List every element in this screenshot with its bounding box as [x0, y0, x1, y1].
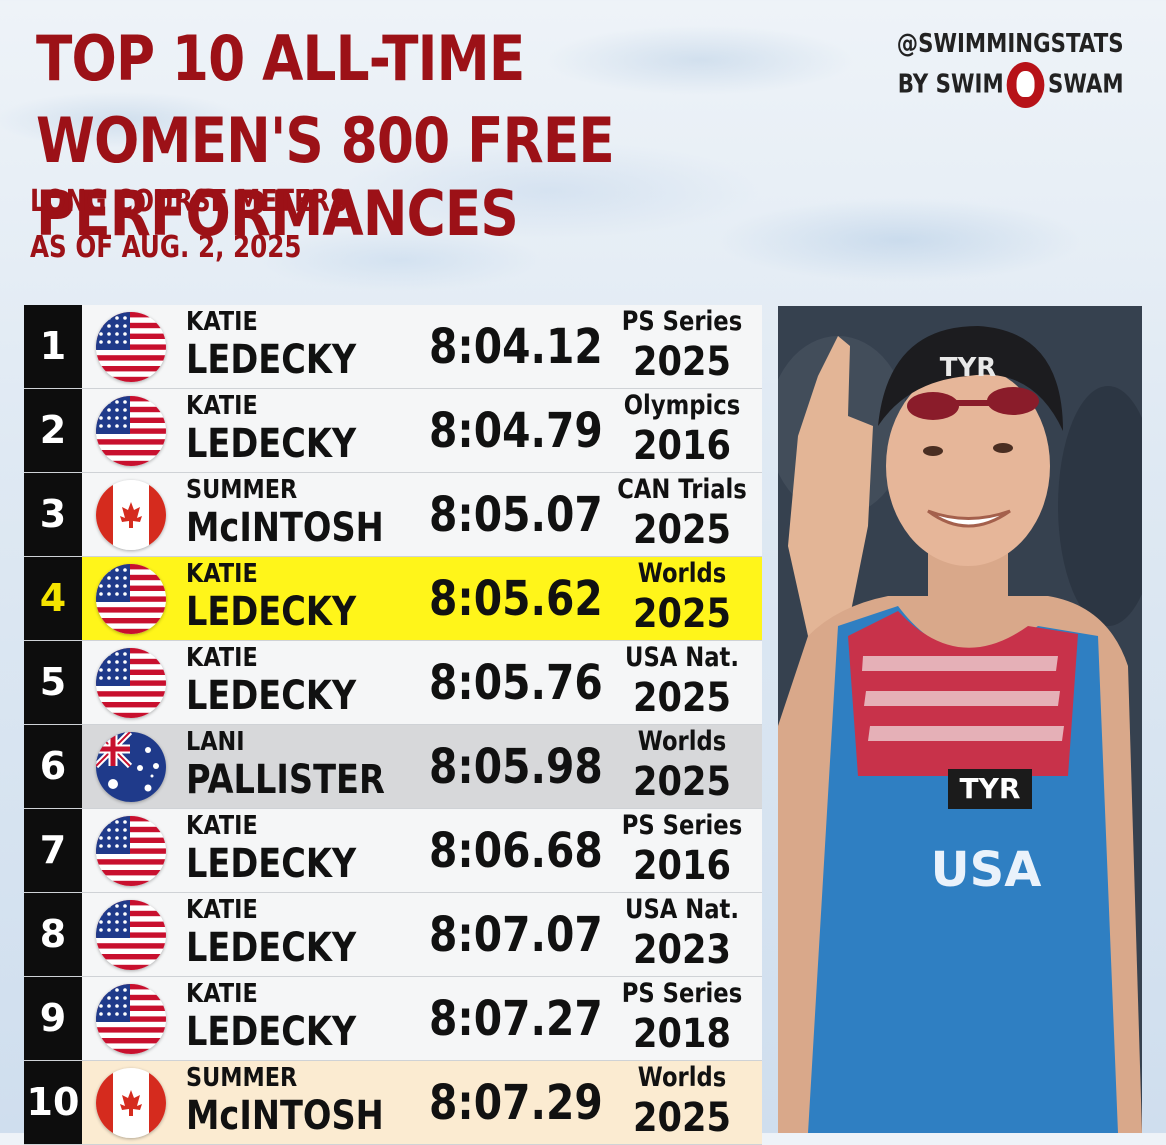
rank-number: 8: [24, 893, 82, 976]
title-line-1: TOP 10 ALL-TIME: [36, 22, 525, 95]
athlete-photo-illustration: TYR USA TYR: [778, 306, 1142, 1133]
meet-year: 2025: [633, 675, 731, 721]
table-row: 3 SUMMER McINTOSH 8:05.07 CAN Trials 2025: [24, 473, 762, 557]
swim-time: 8:07.07: [429, 907, 603, 963]
swimmer-first-name: KATIE: [186, 391, 258, 421]
meet-year: 2025: [633, 507, 731, 553]
meet-name: USA Nat.: [625, 894, 739, 925]
swim-time: 8:05.76: [429, 655, 603, 711]
swimmer-first-name: KATIE: [186, 643, 258, 673]
rank-number: 9: [24, 977, 82, 1060]
brand-handle: @SWIMMINGSTATS: [897, 29, 1124, 59]
swimmer-last-name: McINTOSH: [186, 1093, 384, 1139]
swimmer-last-name: LEDECKY: [186, 337, 357, 383]
meet-name: Olympics: [623, 390, 741, 421]
table-row: 2 KATIE LEDECKY 8:04.79 Olympics 2016: [24, 389, 762, 473]
table-row: 1 KATIE LEDECKY 8:04.12 PS Series 2025: [24, 305, 762, 389]
suit-country-text: USA: [931, 842, 1042, 898]
rank-number: 5: [24, 641, 82, 724]
swimmer-last-name: LEDECKY: [186, 589, 357, 635]
swim-time: 8:07.27: [429, 991, 603, 1047]
swim-time: 8:05.62: [429, 571, 603, 627]
table-row: 5 KATIE LEDECKY 8:05.76 USA Nat. 2025: [24, 641, 762, 725]
usa-flag-icon: [96, 648, 166, 718]
subtitle-course: LONG COURSE METERS: [30, 184, 348, 219]
athlete-photo: TYR USA TYR: [778, 306, 1142, 1133]
rank-number: 10: [24, 1061, 82, 1144]
swimmer-last-name: LEDECKY: [186, 421, 357, 467]
meet-name: USA Nat.: [625, 642, 739, 673]
swimmer-last-name: LEDECKY: [186, 1009, 357, 1055]
table-row: 7 KATIE LEDECKY 8:06.68 PS Series 2016: [24, 809, 762, 893]
meet-year: 2018: [633, 1011, 731, 1057]
swimmer-last-name: LEDECKY: [186, 925, 357, 971]
australia-flag-icon: [96, 732, 166, 802]
ranking-table: 1 KATIE LEDECKY 8:04.12 PS Series 2025 2 KATIE L…: [24, 305, 762, 1145]
subtitle-date: AS OF AUG. 2, 2025: [30, 230, 302, 265]
meet-name: CAN Trials: [617, 474, 747, 505]
rank-number: 1: [24, 305, 82, 388]
table-row: 10 SUMMER McINTOSH 8:07.29 Worlds 2025: [24, 1061, 762, 1145]
usa-flag-icon: [96, 984, 166, 1054]
usa-flag-icon: [96, 900, 166, 970]
usa-flag-icon: [96, 816, 166, 886]
brand-by-text: BY SWIM: [898, 69, 1005, 100]
swim-time: 8:06.68: [429, 823, 603, 879]
table-row: 9 KATIE LEDECKY 8:07.27 PS Series 2018: [24, 977, 762, 1061]
meet-name: Worlds: [637, 1062, 727, 1093]
rank-number: 4: [24, 557, 82, 640]
meet-name: PS Series: [621, 306, 743, 337]
swim-time: 8:05.98: [429, 739, 603, 795]
swimswam-logo-icon: [1007, 62, 1046, 108]
swimmer-last-name: McINTOSH: [186, 505, 384, 551]
swimmer-first-name: KATIE: [186, 811, 258, 841]
swim-time: 8:04.79: [429, 403, 603, 459]
meet-name: PS Series: [621, 810, 743, 841]
swim-time: 8:04.12: [429, 319, 603, 375]
table-row: 8 KATIE LEDECKY 8:07.07 USA Nat. 2023: [24, 893, 762, 977]
cap-brand-text: TYR: [940, 353, 997, 383]
meet-year: 2016: [633, 843, 731, 889]
swimmer-last-name: PALLISTER: [186, 757, 385, 803]
table-row: 6 LANI PALLISTER 8:05.98 Worlds 2025: [24, 725, 762, 809]
swimmer-last-name: LEDECKY: [186, 841, 357, 887]
meet-name: Worlds: [637, 558, 727, 589]
meet-name: Worlds: [637, 726, 727, 757]
swimmer-first-name: SUMMER: [186, 1063, 298, 1093]
meet-name: PS Series: [621, 978, 743, 1009]
canada-flag-icon: [96, 1068, 166, 1138]
rank-number: 6: [24, 725, 82, 808]
meet-year: 2025: [633, 759, 731, 805]
canada-flag-icon: [96, 480, 166, 550]
swimmer-first-name: KATIE: [186, 559, 258, 589]
swim-time: 8:05.07: [429, 487, 603, 543]
meet-year: 2025: [633, 1095, 731, 1141]
swimmer-first-name: KATIE: [186, 979, 258, 1009]
meet-year: 2023: [633, 927, 731, 973]
brand-credit: @SWIMMINGSTATS BY SWIM SWAM: [897, 26, 1124, 108]
meet-year: 2016: [633, 423, 731, 469]
swimmer-first-name: KATIE: [186, 895, 258, 925]
swimmer-first-name: KATIE: [186, 307, 258, 337]
usa-flag-icon: [96, 312, 166, 382]
rank-number: 3: [24, 473, 82, 556]
brand-swam-text: SWAM: [1048, 69, 1124, 100]
rank-number: 2: [24, 389, 82, 472]
swimmer-first-name: SUMMER: [186, 475, 298, 505]
table-row: 4 KATIE LEDECKY 8:05.62 Worlds 2025: [24, 557, 762, 641]
meet-year: 2025: [633, 591, 731, 637]
usa-flag-icon: [96, 396, 166, 466]
swimmer-last-name: LEDECKY: [186, 673, 357, 719]
usa-flag-icon: [96, 564, 166, 634]
suit-brand-text: TYR: [960, 772, 1021, 805]
swimmer-first-name: LANI: [186, 727, 245, 757]
meet-year: 2025: [633, 339, 731, 385]
rank-number: 7: [24, 809, 82, 892]
swim-time: 8:07.29: [429, 1075, 603, 1131]
brand-by-line: BY SWIM SWAM: [897, 62, 1124, 108]
title-line-2: WOMEN'S 800 FREE PERFORMANCES: [36, 104, 615, 250]
